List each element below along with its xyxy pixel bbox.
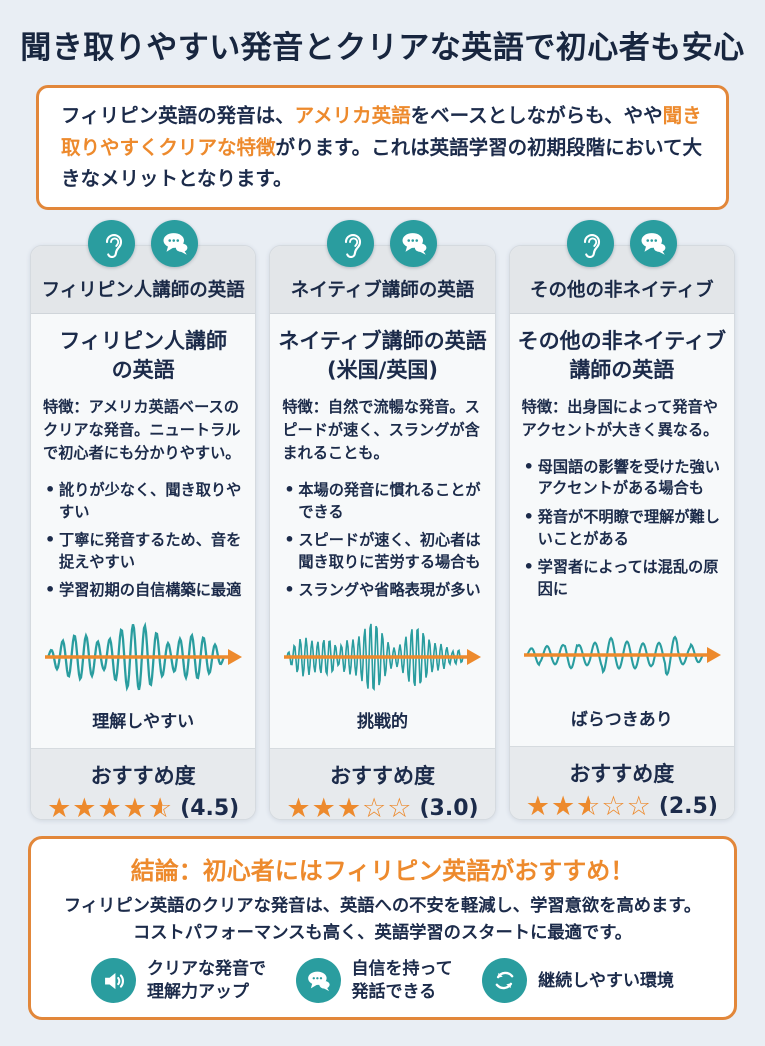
card-column-native: ネイティブ講師の英語 ネイティブ講師の英語 (米国/英国) 特徴：自然で流暢な発音… <box>269 210 496 820</box>
card-feature-text: 特徴：出身国によって発音やアクセントが大きく異なる。 <box>521 397 719 439</box>
page-title: 聞き取りやすい発音とクリアな英語で初心者も安心 <box>20 30 745 66</box>
star-empty: ☆ <box>387 792 413 820</box>
ear-icon <box>88 219 136 267</box>
card-icons <box>566 219 677 267</box>
feature-label: 継続しやすい環境 <box>538 970 674 991</box>
bullet-item: 学習初期の自信構築に最適 <box>44 579 247 602</box>
card-other-nonnative: その他の非ネイティブ その他の非ネイティブ 講師の英語 特徴：出身国によって発音や… <box>508 244 735 820</box>
card-feature-text: 特徴：アメリカ英語ベースのクリアな発音。ニュートラルで初心者にも分かりやすい。 <box>43 397 241 462</box>
waveform <box>31 609 255 705</box>
card-header: ネイティブ講師の英語 <box>270 245 495 314</box>
star-half: ☆★ <box>576 791 602 820</box>
card-bullet-list: 訛りが少なく、聞き取りやすい丁寧に発音するため、音を捉えやすい学習初期の自信構築… <box>31 479 255 609</box>
waveform-label: 理解しやすい <box>92 711 195 732</box>
card-header: フィリピン人講師の英語 <box>31 245 256 314</box>
rating-value: (4.5) <box>180 795 240 820</box>
feature-confident-speaking: 自信を持って 発話できる <box>295 958 453 1004</box>
bullet-item: スラングや省略表現が多い <box>283 579 486 602</box>
conclusion-title: 結論：初心者にはフィリピン英語がおすすめ！ <box>130 856 635 885</box>
conclusion-features: クリアな発音で 理解力アップ 自信を持って 発話できる 継続しやすい環境 <box>49 958 716 1004</box>
star-half: ☆★ <box>147 792 174 820</box>
intro-highlight: アメリカ英語 <box>294 104 411 127</box>
card-bullet-list: 母国語の影響を受けた強いアクセントがある場合も発音が不明瞭で理解が難しいことがあ… <box>510 456 734 607</box>
card-feature-text: 特徴：自然で流暢な発音。スピードが速く、スラングが含まれることも。 <box>282 397 480 462</box>
star-rating: ★★★☆☆ <box>286 792 413 820</box>
chat-bubble-icon <box>629 219 677 267</box>
card-header: その他の非ネイティブ <box>509 245 734 314</box>
card-title: その他の非ネイティブ 講師の英語 <box>517 328 726 382</box>
bullet-item: 訛りが少なく、聞き取りやすい <box>44 479 247 523</box>
card-icons <box>88 219 199 267</box>
star-full: ★ <box>72 792 98 820</box>
star-rating: ★★★★☆★ <box>47 792 174 820</box>
bullet-item: 発音が不明瞭で理解が難しいことがある <box>523 506 726 550</box>
speaker-icon <box>91 958 136 1004</box>
feature-label: クリアな発音で 理解力アップ <box>147 959 266 1002</box>
intro-text-segment: フィリピン英語の発音は、 <box>61 104 295 127</box>
comparison-cards: フィリピン人講師の英語 フィリピン人講師 の英語 特徴：アメリカ英語ベースのクリア… <box>30 210 735 820</box>
star-full: ★ <box>525 791 551 820</box>
intro-highlight: 聞き取りやすくクリアな特徴 <box>61 104 702 159</box>
bullet-item: 学習者によっては混乱の原因に <box>523 556 726 600</box>
ear-icon <box>566 219 614 267</box>
card-column-filipino: フィリピン人講師の英語 フィリピン人講師 の英語 特徴：アメリカ英語ベースのクリア… <box>30 210 257 820</box>
card-bullet-list: 本場の発音に慣れることができるスピードが速く、初心者は聞き取りに苦労する場合もス… <box>270 479 494 609</box>
card-filipino: フィリピン人講師の英語 フィリピン人講師 の英語 特徴：アメリカ英語ベースのクリア… <box>30 244 257 820</box>
star-full: ★ <box>47 792 73 820</box>
star-full: ★ <box>311 792 337 820</box>
feature-label: 自信を持って 発話できる <box>351 959 453 1002</box>
feature-clear-pronunciation: クリアな発音で 理解力アップ <box>91 958 266 1004</box>
card-column-other-nonnative: その他の非ネイティブ その他の非ネイティブ 講師の英語 特徴：出身国によって発音や… <box>508 210 735 820</box>
chat-bubble-icon <box>390 219 438 267</box>
refresh-icon <box>482 958 528 1004</box>
rating-section: おすすめ度 ★★★☆☆ (3.0) 中級者・上級者向け <box>270 747 495 820</box>
ear-icon <box>327 219 375 267</box>
intro-box: フィリピン英語の発音は、アメリカ英語をベースとしながらも、やや聞き取りやすくクリ… <box>36 85 729 210</box>
rating-title: おすすめ度 <box>329 763 435 788</box>
intro-text-segment: がります。これは英語学習の初期段階において大きなメリットとなります。 <box>61 135 702 191</box>
feature-easy-continuation: 継続しやすい環境 <box>482 958 674 1004</box>
star-full: ★ <box>122 792 148 820</box>
rating-section: おすすめ度 ★★☆★☆☆ (2.5) レベルによる <box>509 746 734 820</box>
bullet-item: 本場の発音に慣れることができる <box>283 479 486 523</box>
waveform <box>510 607 734 703</box>
bullet-item: 母国語の影響を受けた強いアクセントがある場合も <box>523 456 726 500</box>
star-empty: ☆ <box>601 791 627 820</box>
rating-title: おすすめ度 <box>569 762 675 787</box>
star-rating: ★★☆★☆☆ <box>525 791 652 820</box>
rating-section: おすすめ度 ★★★★☆★ (4.5) 初心者・初級者に最適！ <box>31 747 256 820</box>
star-empty: ☆ <box>362 792 388 820</box>
star-full: ★ <box>550 791 577 820</box>
star-empty: ☆ <box>626 791 652 820</box>
rating-value: (3.0) <box>419 795 479 820</box>
card-title: ネイティブ講師の英語 (米国/英国) <box>278 328 487 382</box>
waveform-label: ばらつきあり <box>570 710 673 731</box>
card-native: ネイティブ講師の英語 ネイティブ講師の英語 (米国/英国) 特徴：自然で流暢な発音… <box>269 244 496 820</box>
star-full: ★ <box>336 792 363 820</box>
rating-title: おすすめ度 <box>90 763 196 788</box>
star-full: ★ <box>97 792 123 820</box>
waveform-label: 挑戦的 <box>356 711 408 732</box>
bullet-item: 丁寧に発音するため、音を捉えやすい <box>44 529 247 573</box>
star-full: ★ <box>286 792 312 820</box>
rating-value: (2.5) <box>658 794 718 820</box>
bullet-item: スピードが速く、初心者は聞き取りに苦労する場合も <box>283 529 486 573</box>
waveform <box>270 609 494 705</box>
conclusion-box: 結論：初心者にはフィリピン英語がおすすめ！ フィリピン英語のクリアな発音は、英語… <box>28 835 737 1021</box>
card-title: フィリピン人講師 の英語 <box>59 328 227 382</box>
card-icons <box>327 219 438 267</box>
chat-bubble-icon <box>151 219 199 267</box>
conclusion-text: フィリピン英語のクリアな発音は、英語への不安を軽減し、学習意欲を高めます。 コスト… <box>63 895 702 943</box>
intro-text-segment: をベースとしながらも、やや <box>410 104 663 127</box>
intro-text: フィリピン英語の発音は、アメリカ英語をベースとしながらも、やや聞き取りやすくクリ… <box>61 104 702 190</box>
chat-bubble-icon <box>295 958 341 1004</box>
